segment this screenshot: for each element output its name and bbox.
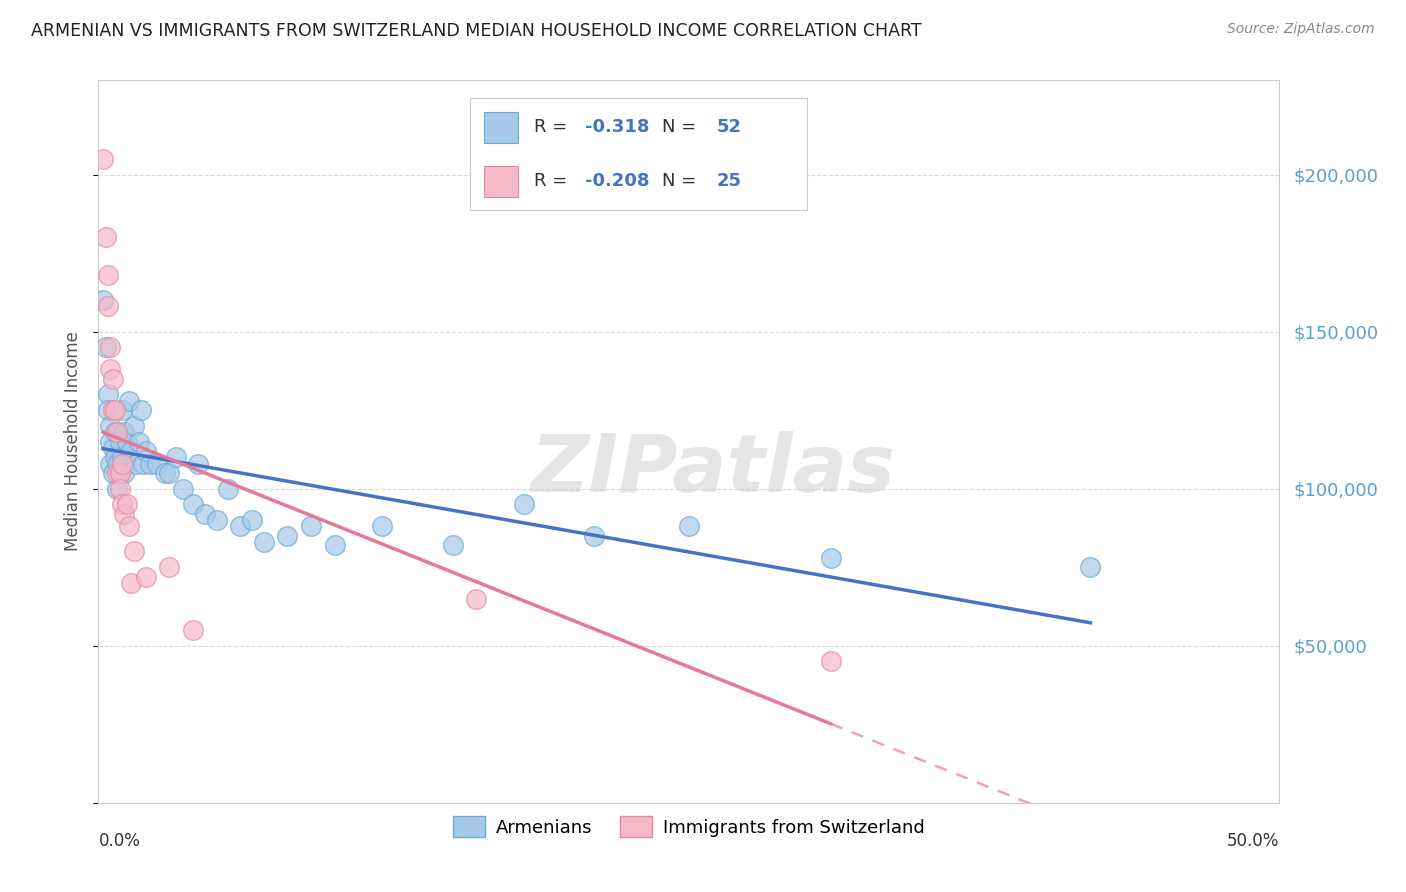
Point [104,425,127,439]
Point [122,544,145,558]
Text: 50.0%: 50.0% [1227,831,1279,850]
Point [112,425,135,439]
Point [253,535,276,549]
Point [172,482,194,496]
Point [97,403,120,417]
Text: 0.0%: 0.0% [98,831,141,850]
Point [276,529,298,543]
Point [94,230,117,244]
Point [118,393,141,408]
Text: ARMENIAN VS IMMIGRANTS FROM SWITZERLAND MEDIAN HOUSEHOLD INCOME CORRELATION CHAR: ARMENIAN VS IMMIGRANTS FROM SWITZERLAND … [31,22,921,40]
Point [128,434,150,449]
Point [146,457,169,471]
Point [820,655,842,669]
Text: ZIPatlas: ZIPatlas [530,432,896,509]
Point [111,403,134,417]
Point [157,560,180,574]
Point [165,450,187,465]
Point [101,441,124,455]
Point [194,507,217,521]
Point [139,457,162,471]
Point [108,482,131,496]
Point [101,403,124,417]
Point [112,507,135,521]
Point [371,519,394,533]
Point [115,497,138,511]
Point [240,513,263,527]
Point [101,466,124,480]
Point [105,482,128,496]
Point [97,268,120,282]
Point [108,434,131,449]
Point [121,575,143,590]
Point [132,457,155,471]
Point [112,466,135,480]
Point [105,457,128,471]
Point [101,372,124,386]
Point [98,434,121,449]
Point [187,457,209,471]
Point [98,340,121,354]
Point [181,623,204,637]
Point [678,519,700,533]
Point [1080,560,1102,574]
Point [135,444,157,458]
Text: Source: ZipAtlas.com: Source: ZipAtlas.com [1227,22,1375,37]
Point [121,444,143,458]
Point [465,591,488,606]
Point [111,457,134,471]
Legend: Armenians, Immigrants from Switzerland: Armenians, Immigrants from Switzerland [446,809,932,845]
Point [104,403,127,417]
Point [153,466,176,480]
Point [157,466,180,480]
Point [97,300,120,314]
Point [135,569,157,583]
Point [229,519,252,533]
Point [111,450,134,465]
Point [98,418,121,433]
Point [299,519,322,533]
Point [129,403,152,417]
Point [104,450,127,465]
Point [118,519,141,533]
Point [323,538,346,552]
Point [512,497,534,511]
Point [217,482,239,496]
Point [441,538,464,552]
Point [98,457,121,471]
Point [97,387,120,401]
Y-axis label: Median Household Income: Median Household Income [65,332,83,551]
Point [205,513,228,527]
Point [91,152,114,166]
Point [105,466,128,480]
Point [111,497,134,511]
Point [583,529,606,543]
Point [122,418,145,433]
Point [181,497,204,511]
Point [94,340,117,354]
Point [125,457,148,471]
Point [98,362,121,376]
Point [115,434,138,449]
Point [820,550,842,565]
Point [108,466,131,480]
Point [108,466,131,480]
Point [91,293,114,308]
Point [105,425,128,439]
